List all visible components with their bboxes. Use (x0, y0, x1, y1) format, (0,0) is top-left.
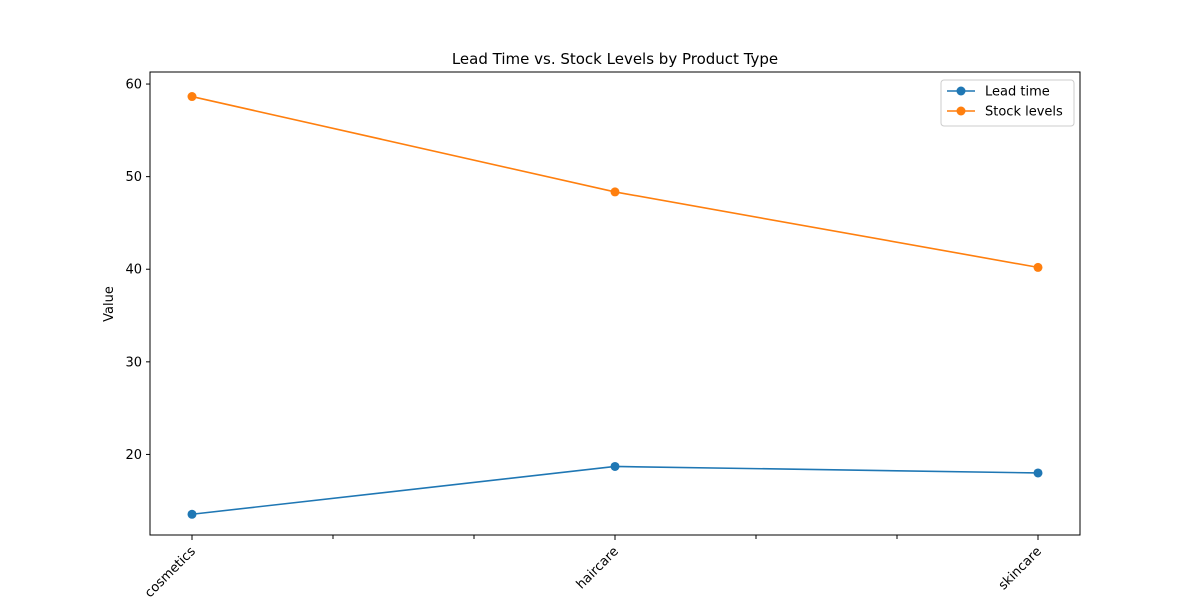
axes-layer: 20 30 40 50 60 cosmetics haircare skincare (125, 71, 1081, 600)
y-axis-title: Value (102, 286, 117, 322)
legend-label-1: Stock levels (985, 105, 1063, 120)
data-point (187, 509, 197, 519)
series-layer (187, 92, 1043, 519)
data-point (610, 187, 620, 197)
x-tick-label: haircare (574, 544, 622, 592)
y-tick-label: 40 (125, 263, 142, 278)
series-line-1 (191, 95, 1039, 269)
series-line-0 (191, 465, 1039, 516)
y-tick-label: 20 (125, 448, 142, 463)
chart-title: Lead Time vs. Stock Levels by Product Ty… (452, 50, 778, 68)
legend-label-0: Lead time (985, 85, 1050, 100)
data-point (610, 461, 620, 471)
y-tick-label: 50 (125, 170, 142, 185)
data-point (1033, 468, 1043, 478)
legend-marker-1 (956, 106, 966, 116)
y-tick-label: 60 (125, 78, 142, 93)
legend-marker-0 (956, 86, 966, 96)
data-point (187, 92, 197, 102)
legend: Lead time Stock levels (940, 79, 1075, 127)
x-tick-label: skincare (996, 544, 1045, 593)
y-tick-label: 30 (125, 355, 142, 370)
x-tick-label: cosmetics (142, 544, 199, 600)
data-point (1033, 262, 1043, 272)
